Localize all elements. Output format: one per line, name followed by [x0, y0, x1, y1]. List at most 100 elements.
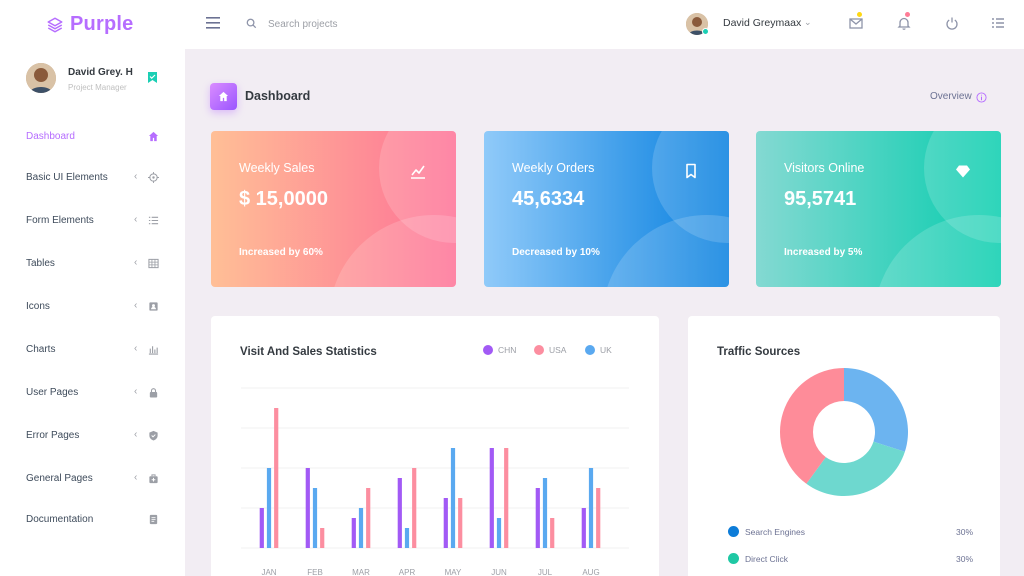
x-tick-label: FEB [307, 568, 323, 576]
user-name[interactable]: David Greymaax [723, 17, 802, 29]
sidebar-item-error-pages[interactable]: Error Pages ‹ [26, 428, 161, 444]
stat-card-weekly-sales: Weekly Sales $ 15,0000 Increased by 60% [211, 131, 456, 287]
sidebar-item-label: Error Pages [26, 430, 80, 441]
bar-chn-jan [259, 508, 264, 548]
power-icon[interactable] [945, 16, 959, 30]
bar-chn-jun [489, 448, 494, 548]
sidebar-item-user-pages[interactable]: User Pages ‹ [26, 385, 161, 401]
table-icon [148, 258, 159, 269]
sidebar-item-dashboard[interactable]: Dashboard [26, 129, 161, 145]
visit-sales-bar-chart: JAN FEB MAR APR MAY JUN JUL AUG [241, 387, 629, 576]
format-list-icon [148, 216, 159, 225]
bookmark-check-icon [148, 72, 157, 83]
format-list-icon[interactable] [991, 16, 1005, 30]
decorative-circle [329, 215, 456, 287]
legend-item-chn: CHN [483, 345, 516, 355]
sidebar-item-form-elements[interactable]: Form Elements ‹ [26, 213, 161, 229]
bell-icon[interactable] [897, 16, 911, 30]
profile-avatar [26, 63, 56, 93]
chevron-left-icon[interactable]: ‹ [134, 343, 138, 354]
x-tick-label: JUL [538, 568, 553, 576]
crosshairs-icon [148, 172, 159, 183]
decorative-circle [602, 215, 729, 287]
card-subtitle: Decreased by 10% [512, 247, 600, 258]
stat-card-weekly-orders: Weekly Orders 45,6334 Decreased by 10% [484, 131, 729, 287]
bar-uk-jul [542, 478, 548, 548]
legend-label: USA [549, 345, 567, 355]
chevron-left-icon[interactable]: ‹ [134, 257, 138, 268]
shield-icon [149, 430, 158, 441]
bar-uk-jun [496, 518, 502, 548]
menu-icon[interactable] [206, 17, 220, 29]
donut-slice-bookmarks-click [780, 368, 844, 484]
x-tick-label: MAR [352, 568, 370, 576]
chevron-left-icon[interactable]: ‹ [134, 429, 138, 440]
sidebar-item-documentation[interactable]: Documentation [26, 512, 161, 528]
sidebar-item-label: Basic UI Elements [26, 172, 108, 183]
traffic-legend-row: Search Engines 30% [728, 525, 973, 539]
info-icon[interactable] [976, 92, 987, 103]
sidebar-item-label: Documentation [26, 514, 94, 525]
bar-chn-jul [535, 488, 540, 548]
chart-line-icon [411, 165, 425, 179]
search-icon [246, 18, 257, 29]
stat-card-visitors-online: Visitors Online 95,5741 Increased by 5% [756, 131, 1001, 287]
chevron-left-icon[interactable]: ‹ [134, 386, 138, 397]
card-value: 45,6334 [512, 188, 585, 210]
card-value: $ 15,0000 [239, 188, 328, 210]
sidebar-item-label: Charts [26, 344, 56, 355]
card-title: Weekly Sales [239, 161, 315, 175]
legend-swatch [728, 526, 739, 537]
sidebar-item-charts[interactable]: Charts ‹ [26, 342, 161, 358]
card-value: 95,5741 [784, 188, 857, 210]
x-tick-label: JAN [261, 568, 276, 576]
sidebar-item-general-pages[interactable]: General Pages ‹ [26, 471, 161, 487]
sidebar-item-basic-ui-elements[interactable]: Basic UI Elements ‹ [26, 170, 161, 186]
decorative-circle [874, 215, 1001, 287]
bar-usa-apr [412, 468, 417, 548]
bar-uk-may [450, 448, 456, 548]
page-home-icon [210, 83, 237, 110]
chevron-left-icon[interactable]: ‹ [134, 214, 138, 225]
card-title: Visitors Online [784, 161, 865, 175]
legend-swatch [585, 345, 595, 355]
traffic-title: Traffic Sources [717, 346, 801, 358]
traffic-label: Search Engines [745, 527, 806, 537]
sidebar-item-label: Tables [26, 258, 55, 269]
bar-usa-jul [550, 518, 555, 548]
online-status-dot [702, 28, 709, 35]
sidebar-item-tables[interactable]: Tables ‹ [26, 256, 161, 272]
bar-usa-aug [596, 488, 601, 548]
visit-sales-panel: Visit And Sales Statistics CHN USA UK JAN F… [211, 316, 659, 576]
legend-label: CHN [498, 345, 517, 355]
sidebar-item-icons[interactable]: Icons ‹ [26, 299, 161, 315]
sidebar-item-label: Icons [26, 301, 50, 312]
sidebar-item-label: Form Elements [26, 215, 94, 226]
sidebar-item-label: General Pages [26, 473, 93, 484]
bar-usa-jan [274, 408, 279, 548]
search-input[interactable] [268, 14, 468, 34]
bar-chn-mar [351, 518, 356, 548]
mail-icon[interactable] [849, 16, 863, 30]
x-tick-label: JUN [491, 568, 507, 576]
donut-slice-direct-click [806, 441, 905, 496]
sidebar-profile[interactable]: David Grey. H Project Manager [26, 63, 176, 103]
bar-uk-feb [312, 488, 318, 548]
sidebar: David Grey. H Project Manager Dashboard B… [0, 49, 185, 576]
overview-link[interactable]: Overview [930, 91, 972, 102]
donut-slice-search-engines [844, 368, 908, 452]
top-navbar: Purple David Greymaax ⌄ [0, 0, 1024, 49]
chevron-left-icon[interactable]: ‹ [134, 300, 138, 311]
chevron-left-icon[interactable]: ‹ [134, 472, 138, 483]
bar-chn-feb [305, 468, 310, 548]
diamond-icon [956, 165, 970, 178]
traffic-percent: 30% [955, 527, 973, 537]
chevron-down-icon[interactable]: ⌄ [804, 17, 812, 27]
medical-bag-icon [149, 474, 158, 484]
mail-notification-dot [857, 12, 862, 17]
brand-logo[interactable]: Purple [0, 0, 185, 49]
sidebar-item-label: User Pages [26, 387, 79, 398]
chevron-left-icon[interactable]: ‹ [134, 171, 138, 182]
bookmark-icon [686, 163, 696, 179]
bar-uk-apr [404, 528, 410, 548]
